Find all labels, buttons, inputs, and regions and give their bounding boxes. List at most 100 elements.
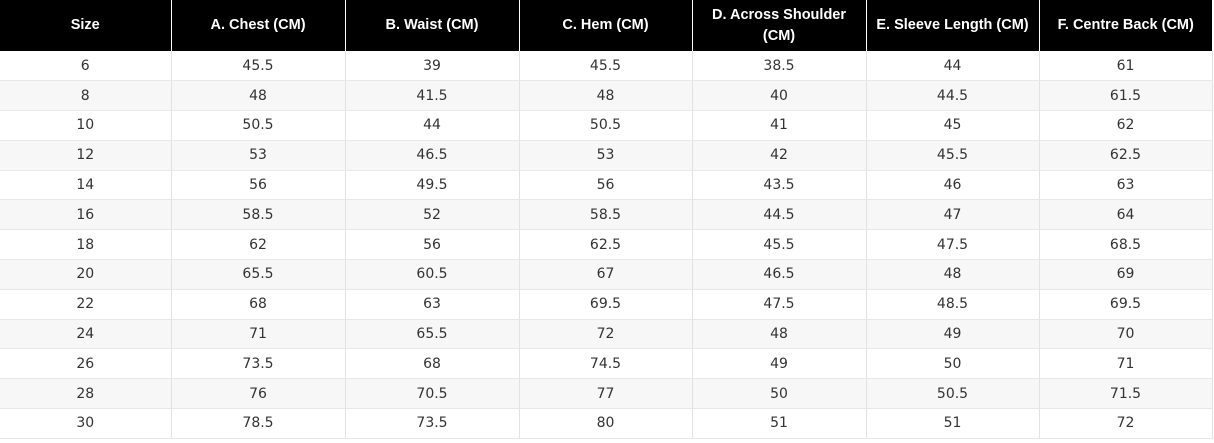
cell-size: 28 [0, 378, 172, 410]
cell-across-shoulder: 49 [692, 348, 867, 380]
cell-hem: 77 [519, 378, 693, 410]
cell-hem: 53 [519, 140, 693, 171]
cell-sleeve-length: 47 [866, 199, 1040, 231]
cell-centre-back: 61.5 [1039, 80, 1213, 112]
cell-chest: 50.5 [171, 110, 346, 141]
cell-waist: 49.5 [345, 170, 520, 201]
header-row: Size A. Chest (CM) B. Waist (CM) C. Hem … [0, 0, 1212, 51]
cell-across-shoulder: 48 [692, 319, 867, 350]
header-hem: C. Hem (CM) [519, 0, 693, 51]
cell-sleeve-length: 47.5 [866, 229, 1040, 261]
cell-across-shoulder: 45.5 [692, 229, 867, 261]
cell-centre-back: 71 [1039, 348, 1213, 380]
cell-size: 20 [0, 259, 172, 290]
cell-size: 12 [0, 140, 172, 171]
cell-across-shoulder: 44.5 [692, 199, 867, 231]
cell-size: 18 [0, 229, 172, 261]
table-row: 10 50.5 44 50.5 41 45 62 [0, 110, 1213, 141]
cell-chest: 56 [171, 170, 346, 201]
cell-hem: 62.5 [519, 229, 693, 261]
cell-chest: 71 [171, 319, 346, 350]
cell-chest: 53 [171, 140, 346, 171]
cell-centre-back: 61 [1039, 51, 1213, 82]
cell-hem: 45.5 [519, 51, 693, 82]
cell-waist: 68 [345, 348, 520, 380]
header-size: Size [0, 0, 172, 51]
cell-waist: 41.5 [345, 80, 520, 112]
cell-size: 6 [0, 51, 172, 82]
cell-hem: 80 [519, 408, 693, 439]
cell-waist: 73.5 [345, 408, 520, 439]
cell-hem: 58.5 [519, 199, 693, 231]
cell-sleeve-length: 45.5 [866, 140, 1040, 171]
cell-sleeve-length: 46 [866, 170, 1040, 201]
cell-sleeve-length: 49 [866, 319, 1040, 350]
cell-size: 24 [0, 319, 172, 350]
cell-across-shoulder: 50 [692, 378, 867, 410]
cell-sleeve-length: 45 [866, 110, 1040, 141]
cell-chest: 73.5 [171, 348, 346, 380]
cell-centre-back: 63 [1039, 170, 1213, 201]
table-row: 12 53 46.5 53 42 45.5 62.5 [0, 140, 1213, 171]
table-row: 14 56 49.5 56 43.5 46 63 [0, 170, 1213, 201]
cell-centre-back: 71.5 [1039, 378, 1213, 410]
cell-chest: 48 [171, 80, 346, 112]
cell-chest: 78.5 [171, 408, 346, 439]
cell-centre-back: 68.5 [1039, 229, 1213, 261]
cell-centre-back: 69.5 [1039, 289, 1213, 320]
cell-centre-back: 70 [1039, 319, 1213, 350]
cell-hem: 72 [519, 319, 693, 350]
cell-centre-back: 62.5 [1039, 140, 1213, 171]
cell-waist: 39 [345, 51, 520, 82]
cell-waist: 63 [345, 289, 520, 320]
cell-waist: 60.5 [345, 259, 520, 290]
table-row: 30 78.5 73.5 80 51 51 72 [0, 408, 1213, 439]
cell-waist: 44 [345, 110, 520, 141]
cell-sleeve-length: 51 [866, 408, 1040, 439]
cell-hem: 50.5 [519, 110, 693, 141]
table-header: Size A. Chest (CM) B. Waist (CM) C. Hem … [0, 0, 1212, 51]
cell-size: 30 [0, 408, 172, 439]
cell-waist: 65.5 [345, 319, 520, 350]
cell-chest: 58.5 [171, 199, 346, 231]
cell-hem: 67 [519, 259, 693, 290]
table-row: 22 68 63 69.5 47.5 48.5 69.5 [0, 289, 1213, 320]
cell-sleeve-length: 48 [866, 259, 1040, 290]
table-row: 24 71 65.5 72 48 49 70 [0, 319, 1213, 350]
cell-waist: 56 [345, 229, 520, 261]
cell-chest: 65.5 [171, 259, 346, 290]
cell-hem: 74.5 [519, 348, 693, 380]
cell-sleeve-length: 50 [866, 348, 1040, 380]
cell-across-shoulder: 41 [692, 110, 867, 141]
cell-waist: 70.5 [345, 378, 520, 410]
cell-centre-back: 72 [1039, 408, 1213, 439]
cell-across-shoulder: 43.5 [692, 170, 867, 201]
table-row: 8 48 41.5 48 40 44.5 61.5 [0, 80, 1213, 112]
cell-hem: 69.5 [519, 289, 693, 320]
cell-across-shoulder: 47.5 [692, 289, 867, 320]
cell-size: 8 [0, 80, 172, 112]
header-chest: A. Chest (CM) [171, 0, 346, 51]
cell-chest: 76 [171, 378, 346, 410]
cell-across-shoulder: 42 [692, 140, 867, 171]
cell-across-shoulder: 46.5 [692, 259, 867, 290]
table-row: 16 58.5 52 58.5 44.5 47 64 [0, 199, 1213, 231]
table-body: 6 45.5 39 45.5 38.5 44 61 8 48 41.5 48 40 44.5 61.5 10… [0, 51, 1213, 439]
cell-sleeve-length: 44 [866, 51, 1040, 82]
cell-sleeve-length: 48.5 [866, 289, 1040, 320]
cell-size: 10 [0, 110, 172, 141]
cell-waist: 46.5 [345, 140, 520, 171]
cell-waist: 52 [345, 199, 520, 231]
header-centre-back: F. Centre Back (CM) [1039, 0, 1212, 51]
cell-size: 26 [0, 348, 172, 380]
cell-sleeve-length: 50.5 [866, 378, 1040, 410]
header-waist: B. Waist (CM) [345, 0, 520, 51]
cell-hem: 56 [519, 170, 693, 201]
cell-size: 22 [0, 289, 172, 320]
cell-across-shoulder: 40 [692, 80, 867, 112]
cell-sleeve-length: 44.5 [866, 80, 1040, 112]
table-row: 26 73.5 68 74.5 49 50 71 [0, 348, 1213, 380]
cell-across-shoulder: 51 [692, 408, 867, 439]
header-sleeve-length: E. Sleeve Length (CM) [866, 0, 1040, 51]
